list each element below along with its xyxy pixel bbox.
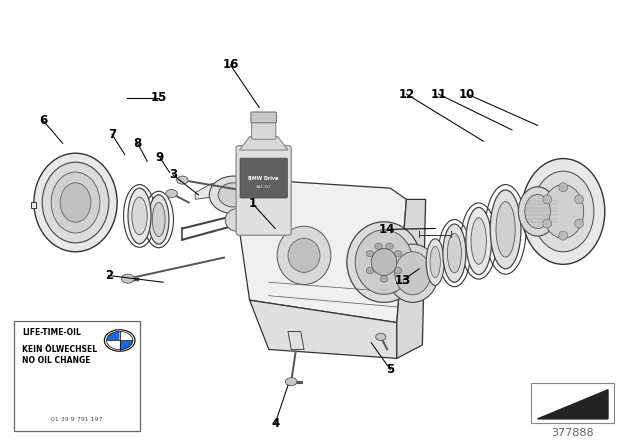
Wedge shape xyxy=(107,340,120,349)
Ellipse shape xyxy=(218,183,249,207)
Wedge shape xyxy=(120,332,132,340)
Polygon shape xyxy=(538,390,608,419)
Ellipse shape xyxy=(34,153,117,252)
FancyBboxPatch shape xyxy=(236,146,291,235)
Ellipse shape xyxy=(347,222,421,302)
Ellipse shape xyxy=(543,185,584,238)
Ellipse shape xyxy=(166,190,177,198)
Text: 5: 5 xyxy=(387,363,394,376)
Ellipse shape xyxy=(496,202,515,257)
Ellipse shape xyxy=(394,267,402,274)
Ellipse shape xyxy=(471,218,486,264)
Wedge shape xyxy=(107,332,120,340)
Text: BMW Drive: BMW Drive xyxy=(248,176,279,181)
Ellipse shape xyxy=(395,252,431,295)
Ellipse shape xyxy=(132,197,147,235)
Ellipse shape xyxy=(394,250,402,257)
Ellipse shape xyxy=(443,224,466,282)
Polygon shape xyxy=(397,199,426,358)
Ellipse shape xyxy=(559,231,568,240)
Ellipse shape xyxy=(104,330,135,351)
Ellipse shape xyxy=(559,183,568,192)
Ellipse shape xyxy=(177,176,188,184)
Ellipse shape xyxy=(575,195,584,204)
Text: 377888: 377888 xyxy=(552,428,594,438)
Ellipse shape xyxy=(386,243,394,249)
Ellipse shape xyxy=(371,249,397,276)
Ellipse shape xyxy=(466,207,492,275)
Ellipse shape xyxy=(355,230,413,294)
Ellipse shape xyxy=(525,194,550,228)
Ellipse shape xyxy=(366,250,374,257)
Text: 10: 10 xyxy=(459,87,476,101)
Text: 14: 14 xyxy=(379,223,396,236)
Polygon shape xyxy=(239,137,288,150)
Ellipse shape xyxy=(426,239,444,285)
Ellipse shape xyxy=(447,233,461,273)
FancyBboxPatch shape xyxy=(240,158,287,198)
Text: 15: 15 xyxy=(150,91,167,104)
Text: 16: 16 xyxy=(222,58,239,72)
Text: 13: 13 xyxy=(395,273,412,287)
Polygon shape xyxy=(234,179,406,323)
Text: 9: 9 xyxy=(156,151,164,164)
Ellipse shape xyxy=(209,176,258,214)
Ellipse shape xyxy=(376,333,386,340)
Ellipse shape xyxy=(51,172,100,233)
Text: LIFE-TIME-OIL: LIFE-TIME-OIL xyxy=(22,328,81,337)
Text: 7: 7 xyxy=(108,128,116,141)
Text: 2: 2 xyxy=(105,269,113,282)
Ellipse shape xyxy=(152,202,165,237)
Ellipse shape xyxy=(490,190,521,269)
Ellipse shape xyxy=(42,162,109,243)
Ellipse shape xyxy=(543,219,552,228)
Text: SAF-XO: SAF-XO xyxy=(256,185,271,189)
Ellipse shape xyxy=(430,246,440,278)
Ellipse shape xyxy=(225,209,248,231)
Ellipse shape xyxy=(374,243,382,249)
Wedge shape xyxy=(120,340,132,349)
Text: NO OIL CHANGE: NO OIL CHANGE xyxy=(22,356,91,365)
Ellipse shape xyxy=(288,238,320,272)
Text: 4: 4 xyxy=(271,417,279,430)
FancyBboxPatch shape xyxy=(251,112,276,123)
Text: KEIN ÖLWECHSEL: KEIN ÖLWECHSEL xyxy=(22,345,97,354)
Text: 6: 6 xyxy=(40,114,47,128)
Text: 01 39 9 791 197: 01 39 9 791 197 xyxy=(51,417,102,422)
Ellipse shape xyxy=(277,226,331,284)
Ellipse shape xyxy=(366,267,374,274)
Bar xyxy=(531,383,614,423)
Ellipse shape xyxy=(387,244,438,302)
Text: 12: 12 xyxy=(398,87,415,101)
Ellipse shape xyxy=(380,276,388,282)
Polygon shape xyxy=(195,184,234,199)
Ellipse shape xyxy=(285,378,297,386)
Ellipse shape xyxy=(522,159,605,264)
Ellipse shape xyxy=(148,195,169,244)
Polygon shape xyxy=(250,300,397,358)
Ellipse shape xyxy=(518,187,557,236)
Text: 1: 1 xyxy=(249,197,257,211)
Ellipse shape xyxy=(60,183,91,222)
FancyBboxPatch shape xyxy=(14,321,140,431)
Ellipse shape xyxy=(543,195,552,204)
FancyBboxPatch shape xyxy=(252,120,276,139)
Ellipse shape xyxy=(122,274,134,283)
Text: 11: 11 xyxy=(430,87,447,101)
Polygon shape xyxy=(288,332,304,349)
Text: 8: 8 xyxy=(134,137,141,150)
Bar xyxy=(31,202,36,208)
Text: 3: 3 xyxy=(169,168,177,181)
Ellipse shape xyxy=(575,219,584,228)
Ellipse shape xyxy=(128,188,151,244)
Ellipse shape xyxy=(532,171,594,252)
